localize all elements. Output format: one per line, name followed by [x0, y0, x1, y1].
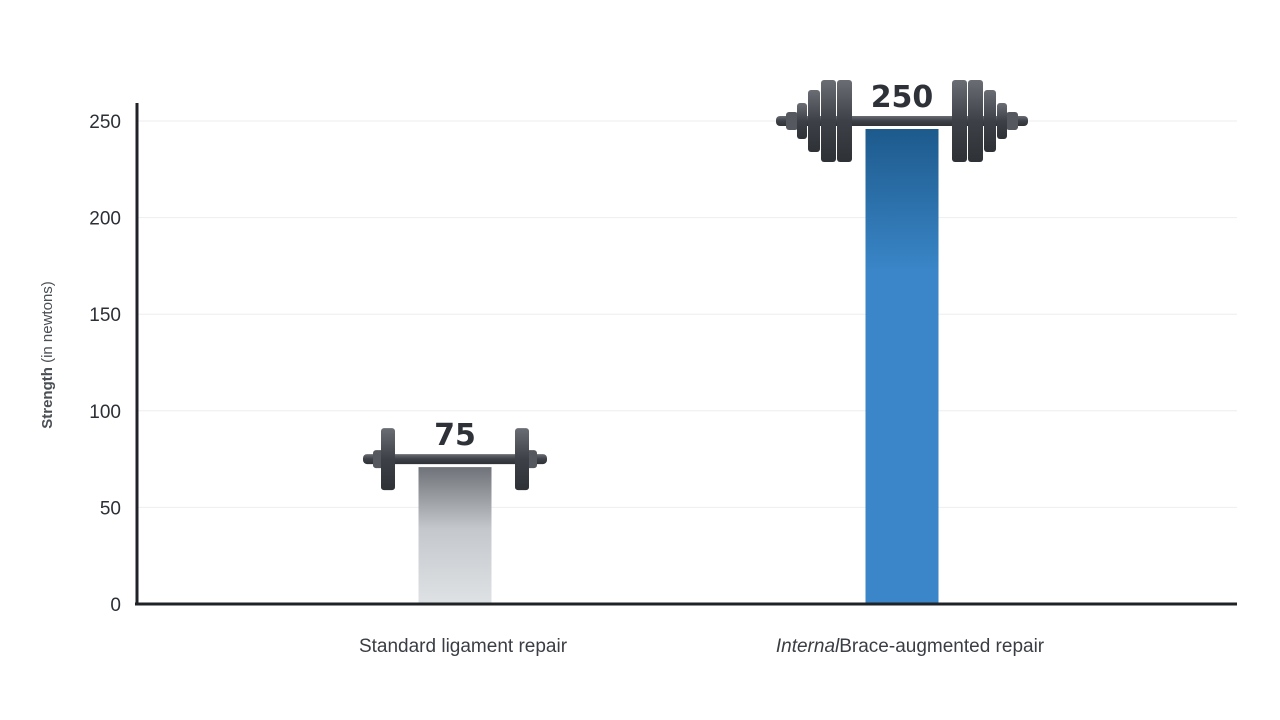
y-axis-label: Strength (in newtons) — [39, 281, 56, 429]
barbell-plate — [952, 80, 967, 162]
barbell-plate — [808, 90, 820, 152]
x-category-label: Standard ligament repair — [359, 636, 568, 657]
barbell-icon — [363, 428, 547, 491]
value-label: 75 — [434, 418, 476, 453]
y-tick-label: 50 — [100, 498, 121, 519]
y-tick-label: 250 — [89, 112, 121, 133]
value-labels: 75 250 — [434, 80, 933, 453]
barbell-plate — [821, 80, 836, 162]
y-tick-label: 100 — [89, 402, 121, 423]
value-label: 250 — [871, 80, 934, 115]
barbell-icon — [776, 80, 1028, 162]
barbell-plate — [984, 90, 996, 152]
barbell-plate — [968, 80, 983, 162]
y-tick-label: 200 — [89, 209, 121, 230]
bar — [865, 129, 939, 604]
barbell-collar — [1006, 112, 1018, 130]
barbell-plate — [515, 428, 529, 491]
bars — [418, 129, 939, 604]
y-axis-label-main: Strength — [39, 367, 56, 429]
y-axis-label-unit: (in newtons) — [39, 281, 56, 367]
x-category-labels: Standard ligament repair InternalBrace-au… — [359, 636, 1045, 657]
x-category-label-text: Standard ligament repair — [359, 636, 568, 657]
barbell-plate — [381, 428, 395, 491]
y-tick-label: 150 — [89, 305, 121, 326]
x-category-label: InternalBrace-augmented repair — [776, 636, 1045, 657]
axes — [135, 103, 1237, 606]
barbell-collar — [786, 112, 798, 130]
x-category-label-prefix: Internal — [776, 636, 840, 657]
barbell-plate — [997, 103, 1007, 139]
barbells — [363, 80, 1028, 491]
barbell-rod — [363, 454, 547, 465]
x-category-label-text: Brace-augmented repair — [839, 636, 1045, 657]
barbell-plate — [797, 103, 807, 139]
gridlines — [137, 120, 1237, 508]
y-tick-label: 0 — [110, 595, 121, 616]
bar — [418, 467, 492, 604]
barbell-plate — [837, 80, 852, 162]
y-tick-labels: 0 50 100 150 200 250 — [89, 112, 121, 616]
